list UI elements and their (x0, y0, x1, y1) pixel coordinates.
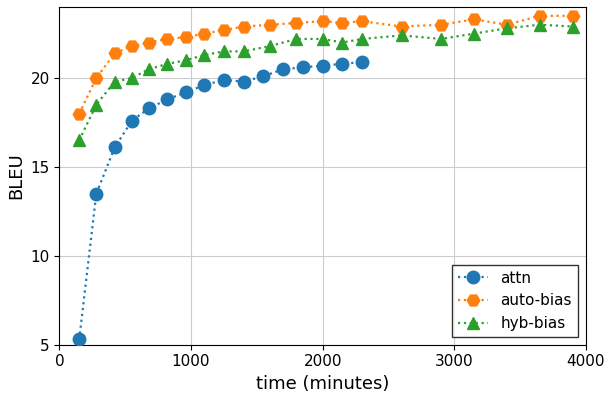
hyb-bias (338, 40, 346, 45)
attn (299, 65, 307, 70)
hyb-bias (128, 76, 135, 80)
auto-bias (536, 14, 543, 18)
hyb-bias (503, 26, 510, 31)
auto-bias (266, 22, 274, 27)
attn (240, 79, 247, 84)
hyb-bias (145, 67, 152, 72)
auto-bias (220, 28, 228, 32)
hyb-bias (293, 36, 300, 41)
Line: hyb-bias: hyb-bias (73, 18, 579, 146)
auto-bias (293, 20, 300, 25)
hyb-bias (75, 138, 83, 143)
auto-bias (182, 35, 190, 40)
hyb-bias (266, 44, 274, 48)
auto-bias (569, 14, 577, 18)
attn (145, 106, 152, 111)
attn (182, 90, 190, 95)
auto-bias (111, 51, 118, 56)
auto-bias (398, 24, 405, 29)
auto-bias (145, 40, 152, 45)
Line: attn: attn (73, 56, 368, 346)
hyb-bias (569, 24, 577, 29)
hyb-bias (182, 58, 190, 63)
hyb-bias (92, 102, 100, 107)
auto-bias (92, 76, 100, 80)
auto-bias (75, 111, 83, 116)
hyb-bias (220, 49, 228, 54)
auto-bias (163, 36, 171, 41)
hyb-bias (111, 79, 118, 84)
attn (75, 337, 83, 342)
auto-bias (338, 20, 346, 25)
auto-bias (128, 44, 135, 48)
hyb-bias (470, 31, 477, 36)
attn (359, 60, 366, 64)
hyb-bias (438, 36, 445, 41)
attn (220, 78, 228, 82)
attn (319, 63, 326, 68)
auto-bias (319, 19, 326, 24)
attn (163, 97, 171, 102)
auto-bias (201, 31, 208, 36)
hyb-bias (398, 33, 405, 38)
X-axis label: time (minutes): time (minutes) (256, 375, 389, 393)
attn (111, 145, 118, 150)
attn (92, 191, 100, 196)
hyb-bias (240, 49, 247, 54)
auto-bias (438, 22, 445, 27)
attn (338, 62, 346, 66)
auto-bias (470, 17, 477, 22)
auto-bias (359, 19, 366, 24)
Legend: attn, auto-bias, hyb-bias: attn, auto-bias, hyb-bias (452, 265, 578, 337)
attn (259, 74, 267, 79)
Y-axis label: BLEU: BLEU (7, 152, 25, 199)
attn (201, 83, 208, 88)
hyb-bias (536, 22, 543, 27)
hyb-bias (163, 62, 171, 66)
auto-bias (503, 22, 510, 27)
hyb-bias (319, 36, 326, 41)
hyb-bias (201, 52, 208, 57)
Line: auto-bias: auto-bias (73, 10, 579, 120)
auto-bias (240, 24, 247, 29)
attn (280, 67, 287, 72)
attn (128, 118, 135, 123)
hyb-bias (359, 36, 366, 41)
